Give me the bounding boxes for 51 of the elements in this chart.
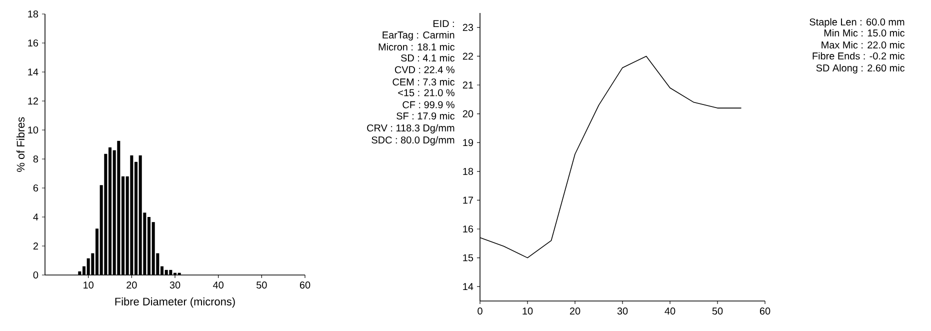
y-axis-title: % of Fibres [16, 117, 25, 172]
x-tick-label: 60 [760, 308, 770, 315]
text: CRV : 118.3 Dg/mm [367, 124, 454, 134]
text: Max Mic : 22.0 mic [822, 41, 905, 49]
x-tick-label: 50 [256, 282, 267, 289]
y-tick-label: 2 [33, 242, 38, 250]
y-tick-label: 20 [462, 110, 474, 118]
text: SF : 17.9 mic [396, 112, 455, 120]
text: CEM : 7.3 mic [392, 78, 455, 86]
x-tick-label: 10 [522, 308, 533, 315]
y-tick-label: 0 [33, 271, 38, 279]
y-tick-label: 10 [28, 126, 38, 134]
y-tick-label: 16 [463, 225, 474, 233]
y-tick-label: 12 [28, 98, 38, 104]
y-tick-label: 22 [462, 52, 473, 60]
y-tick-label: 21 [462, 82, 474, 88]
y-tick-label: 16 [28, 39, 38, 47]
x-tick-label: 10 [84, 282, 94, 289]
text: SDC : 80.0 Dg/mm [372, 136, 454, 146]
text: Fibre Ends : -0.2 mic [812, 52, 905, 60]
text: CVD : 22.4 % [394, 66, 454, 74]
y-tick-label: 19 [463, 139, 474, 146]
y-tick-label: 23 [462, 24, 474, 31]
y-tick-label: 8 [33, 155, 38, 163]
y-tick-label: 14 [463, 283, 474, 290]
x-tick-label: 20 [126, 282, 137, 289]
text: Staple Len : 60.0 mm [810, 18, 904, 28]
x-tick-label: 30 [170, 282, 180, 289]
x-axis-title: Fibre Diameter (microns) [115, 297, 235, 308]
y-tick-label: 17 [463, 196, 473, 204]
x-tick-label: 20 [570, 308, 580, 315]
x-tick-label: 60 [300, 282, 310, 289]
text: EID : [433, 20, 454, 28]
text: Min Mic : 15.0 mic [824, 29, 905, 37]
y-tick-label: 6 [33, 184, 38, 192]
text: SD : 4.1 mic [401, 54, 455, 62]
x-tick-label: 40 [664, 308, 676, 315]
y-tick-label: 18 [463, 168, 474, 175]
y-tick-label: 18 [28, 10, 38, 18]
y-tick-label: 4 [33, 214, 38, 220]
text: EarTag : Carmin [382, 31, 454, 40]
text: SD Along : 2.60 mic [816, 64, 905, 74]
x-tick-label: 30 [617, 308, 628, 315]
text: <15 : 21.0 % [398, 89, 454, 96]
x-tick-label: 0 [478, 308, 482, 315]
x-tick-label: 40 [213, 282, 224, 289]
y-tick-label: 14 [28, 68, 38, 76]
y-tick-label: 15 [463, 254, 474, 262]
text: Micron : 18.1 mic [378, 43, 455, 51]
x-tick-label: 50 [712, 308, 723, 315]
text: CF : 99.9 % [402, 101, 454, 108]
